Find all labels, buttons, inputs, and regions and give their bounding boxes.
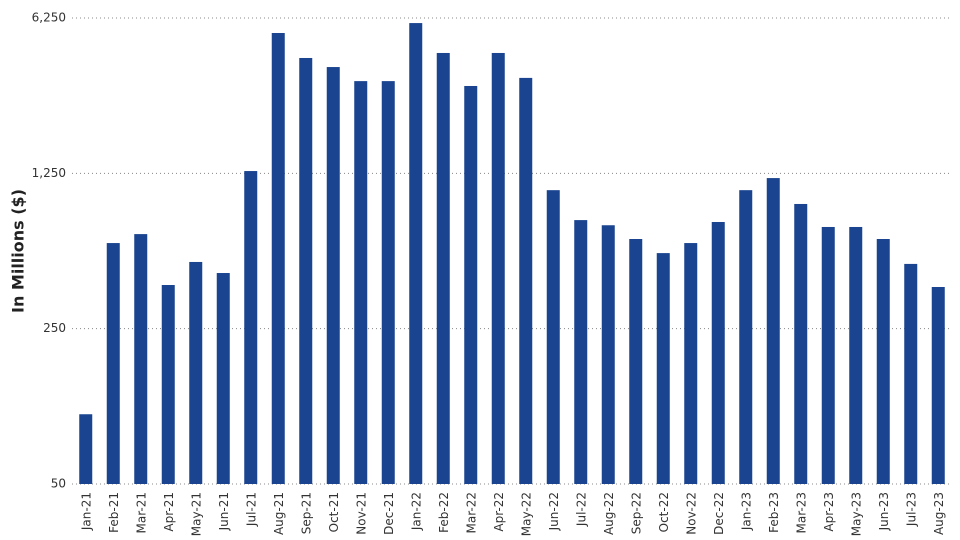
x-tick-label: Mar-21 [134,492,148,533]
bar [491,52,505,484]
bar [134,234,148,484]
bar [519,77,533,484]
x-tick-label: Sep-22 [629,492,643,534]
bar [711,221,725,484]
bar [464,85,478,485]
x-tick-label: Jun-21 [217,492,231,531]
bar [849,226,863,485]
x-tick-label: Jan-22 [409,492,423,531]
x-tick-label: May-23 [849,492,863,536]
bar [409,23,423,485]
x-tick-label: Nov-21 [354,492,368,535]
bar [244,171,258,484]
x-tick-label: Jul-21 [244,492,258,527]
x-tick-label: Mar-22 [464,492,478,533]
bar [931,286,945,484]
x-tick-label: Jul-23 [904,492,918,527]
bar [876,239,890,484]
bar [601,225,615,484]
x-tick-label: May-21 [189,492,203,536]
bar [161,285,175,484]
bar [354,81,368,485]
bar [106,243,120,484]
x-tick-label: Oct-22 [657,492,671,532]
bar [79,414,93,484]
bar [216,273,230,484]
bar [299,57,313,485]
bar [656,253,670,484]
bar [436,52,450,484]
y-tick-label: 50 [51,477,66,491]
x-tick-label: Jan-21 [79,492,93,531]
x-tick-label: Nov-22 [684,492,698,535]
bar [189,261,203,484]
x-tick-label: Mar-23 [794,492,808,533]
x-tick-label: Apr-21 [162,492,176,532]
x-tick-label: Apr-22 [492,492,506,532]
y-tick-label: 6,250 [32,11,66,25]
bar [904,263,918,484]
bar [326,67,340,485]
x-tick-label: Feb-22 [437,492,451,533]
x-tick-label: May-22 [519,492,533,536]
x-tick-label: Feb-23 [767,492,781,533]
bar [766,178,780,485]
x-tick-label: Jan-23 [739,492,753,531]
y-axis-label: In Millions ($) [9,189,28,313]
x-tick-label: Aug-21 [272,492,286,535]
bar [546,190,560,484]
x-tick-label: Oct-21 [327,492,341,532]
bar [684,243,698,484]
bar [739,190,753,484]
bar [574,220,588,484]
x-tick-label: Apr-23 [822,492,836,532]
x-tick-label: Jun-23 [877,492,891,531]
x-tick-label: Dec-21 [382,492,396,535]
x-tick-label: Aug-23 [932,492,946,535]
bar [629,239,643,484]
bar [381,81,395,485]
x-tick-label: Dec-22 [712,492,726,535]
x-tick-label: Feb-21 [107,492,121,533]
y-tick-label: 1,250 [32,166,66,180]
x-tick-label: Aug-22 [602,492,616,535]
x-tick-label: Jul-22 [574,492,588,527]
x-tick-label: Sep-21 [299,492,313,534]
y-tick-label: 250 [43,321,66,335]
bar [794,203,808,485]
x-tick-label: Jun-22 [547,492,561,531]
bar [271,33,285,485]
bar [821,226,835,485]
